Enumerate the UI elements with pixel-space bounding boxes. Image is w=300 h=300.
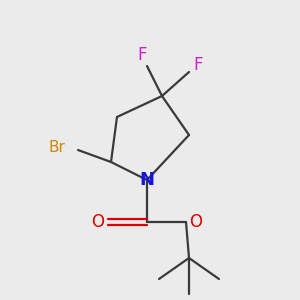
Text: F: F	[138, 46, 147, 64]
Text: N: N	[140, 171, 154, 189]
Text: Br: Br	[49, 140, 65, 154]
Text: F: F	[193, 56, 203, 74]
Text: O: O	[91, 213, 104, 231]
Text: O: O	[189, 213, 203, 231]
